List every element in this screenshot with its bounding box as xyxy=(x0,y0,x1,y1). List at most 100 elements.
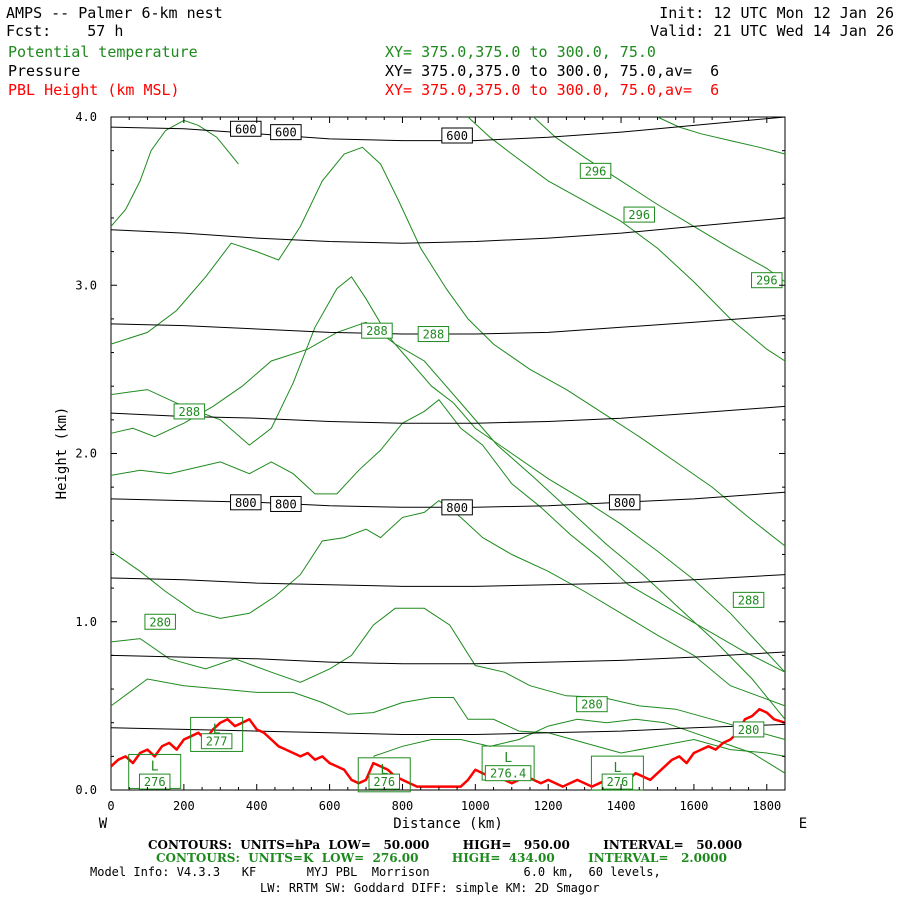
pressure-contour-line xyxy=(110,723,786,735)
theta-contour-line xyxy=(110,678,786,757)
east-label: E xyxy=(799,816,807,832)
theta-contour-label-box xyxy=(417,326,450,343)
theta-contour-label: 296 xyxy=(756,274,778,288)
y-tick-label: 3.0 xyxy=(75,278,97,292)
low-marker: L xyxy=(613,761,621,776)
pressure-contour-line xyxy=(110,405,786,424)
theta-contour-label: 280 xyxy=(581,698,603,712)
theta-contour-label-box xyxy=(732,721,765,738)
pressure-contour-label: 600 xyxy=(275,126,297,140)
pressure-contour-line xyxy=(110,217,786,244)
pressure-contour-label: 800 xyxy=(446,501,468,515)
low-box xyxy=(590,755,644,791)
pressure-contour-label-box xyxy=(441,499,473,516)
theta-contour-line xyxy=(110,499,786,707)
theta-contour-line xyxy=(373,718,786,774)
low-marker: L xyxy=(151,759,159,774)
theta-contour-label: 276 xyxy=(607,775,629,789)
theta-contour-label: 288 xyxy=(178,405,200,419)
x-tick-label: 1000 xyxy=(461,799,490,813)
low-marker: L xyxy=(213,722,221,737)
x-tick-label: 800 xyxy=(392,799,414,813)
x-tick-label: 1200 xyxy=(534,799,563,813)
theta-contour-label: 276.4 xyxy=(490,767,526,781)
chart-title: AMPS -- Palmer 6-km nest xyxy=(6,4,223,22)
pressure-contour-label-box xyxy=(270,495,302,512)
west-label: W xyxy=(99,816,108,832)
theta-contour-label: 296 xyxy=(585,164,607,178)
x-tick-label: 400 xyxy=(246,799,268,813)
theta-contour-label-box xyxy=(732,591,765,608)
theta-contour-label-box xyxy=(173,403,206,420)
theta-contour-label-box xyxy=(751,272,783,289)
x-tick-label: 200 xyxy=(173,799,195,813)
theta-contour-label: 277 xyxy=(206,735,228,749)
pressure-contour-label: 800 xyxy=(275,497,297,511)
footer-theta-contours: CONTOURS: UNITS=K LOW= 276.00 HIGH= 434.… xyxy=(156,851,727,865)
pressure-contour-label: 600 xyxy=(446,129,468,143)
field-label-pbl: PBL Height (km MSL) xyxy=(8,81,180,99)
theta-contour-label-box xyxy=(138,773,171,790)
theta-contour-label-box xyxy=(200,733,233,750)
pbl-height-line xyxy=(110,707,786,788)
pressure-contour-label: 600 xyxy=(235,122,257,136)
low-box xyxy=(357,757,411,793)
x-tick-label: 600 xyxy=(319,799,341,813)
pressure-contour-label-box xyxy=(441,127,473,144)
low-box xyxy=(190,716,244,752)
theta-contour-line xyxy=(467,116,786,362)
theta-contour-line xyxy=(110,276,786,673)
pressure-contour-line xyxy=(110,491,786,508)
theta-contour-line xyxy=(533,116,786,283)
theta-contour-line xyxy=(110,119,239,227)
theta-contour-line xyxy=(110,607,786,740)
theta-contour-label-box xyxy=(361,322,393,339)
theta-contour-label: 288 xyxy=(423,328,445,342)
theta-contour-label: 288 xyxy=(738,593,760,607)
theta-contour-line xyxy=(110,146,786,547)
init-time: Init: 12 UTC Mon 12 Jan 26 xyxy=(659,4,894,22)
footer-model-info-1: Model Info: V4.3.3 KF MYJ PBL Morrison 6… xyxy=(90,865,661,879)
theta-contour-label: 288 xyxy=(366,324,388,338)
field-label-theta: Potential temperature xyxy=(8,43,198,61)
theta-contour-label-box xyxy=(576,696,608,713)
pressure-contour-line xyxy=(110,116,786,142)
y-tick-label: 0.0 xyxy=(75,783,97,797)
y-tick-label: 4.0 xyxy=(75,110,97,124)
theta-contour-label-box xyxy=(144,613,176,630)
theta-contour-line xyxy=(110,321,786,720)
x-tick-label: 1400 xyxy=(607,799,636,813)
field-xy-theta: XY= 375.0,375.0 to 300.0, 75.0 xyxy=(385,43,656,61)
low-marker: L xyxy=(504,751,512,766)
x-tick-label: 1600 xyxy=(679,799,708,813)
footer-pressure-contours: CONTOURS: UNITS=hPa LOW= 50.000 HIGH= 95… xyxy=(148,838,743,852)
field-xy-pbl: XY= 375.0,375.0 to 300.0, 75.0,av= 6 xyxy=(385,81,720,99)
pressure-contour-label: 800 xyxy=(614,496,636,510)
valid-time: Valid: 21 UTC Wed 14 Jan 26 xyxy=(650,22,894,40)
pressure-contour-label-box xyxy=(230,494,262,511)
theta-contour-label: 296 xyxy=(628,208,650,222)
y-tick-label: 1.0 xyxy=(75,615,97,629)
theta-contour-label: 280 xyxy=(149,615,171,629)
forecast-hour: Fcst: 57 h xyxy=(6,22,124,40)
low-marker: L xyxy=(380,763,388,778)
footer-model-info-2: LW: RRTM SW: Goddard DIFF: simple KM: 2D… xyxy=(260,881,600,895)
theta-contour-label: 280 xyxy=(738,723,760,737)
theta-contour-label: 276 xyxy=(144,775,166,789)
theta-contour-label-box xyxy=(601,773,634,790)
y-axis-label: Height (km) xyxy=(54,407,70,500)
theta-contour-line xyxy=(110,398,786,673)
theta-contour-label-box xyxy=(484,765,532,782)
x-tick-label: 0 xyxy=(107,799,114,813)
pressure-contour-label: 800 xyxy=(235,496,257,510)
plot-frame xyxy=(110,116,786,791)
pressure-contour-label-box xyxy=(608,494,641,511)
pressure-contour-line xyxy=(110,651,786,665)
pressure-contour-line xyxy=(110,574,786,587)
x-tick-label: 1800 xyxy=(752,799,781,813)
theta-contour-label-box xyxy=(623,206,656,223)
field-xy-pressure: XY= 375.0,375.0 to 300.0, 75.0,av= 6 xyxy=(385,62,720,80)
theta-contour-label-box xyxy=(579,162,612,179)
y-tick-label: 2.0 xyxy=(75,447,97,461)
